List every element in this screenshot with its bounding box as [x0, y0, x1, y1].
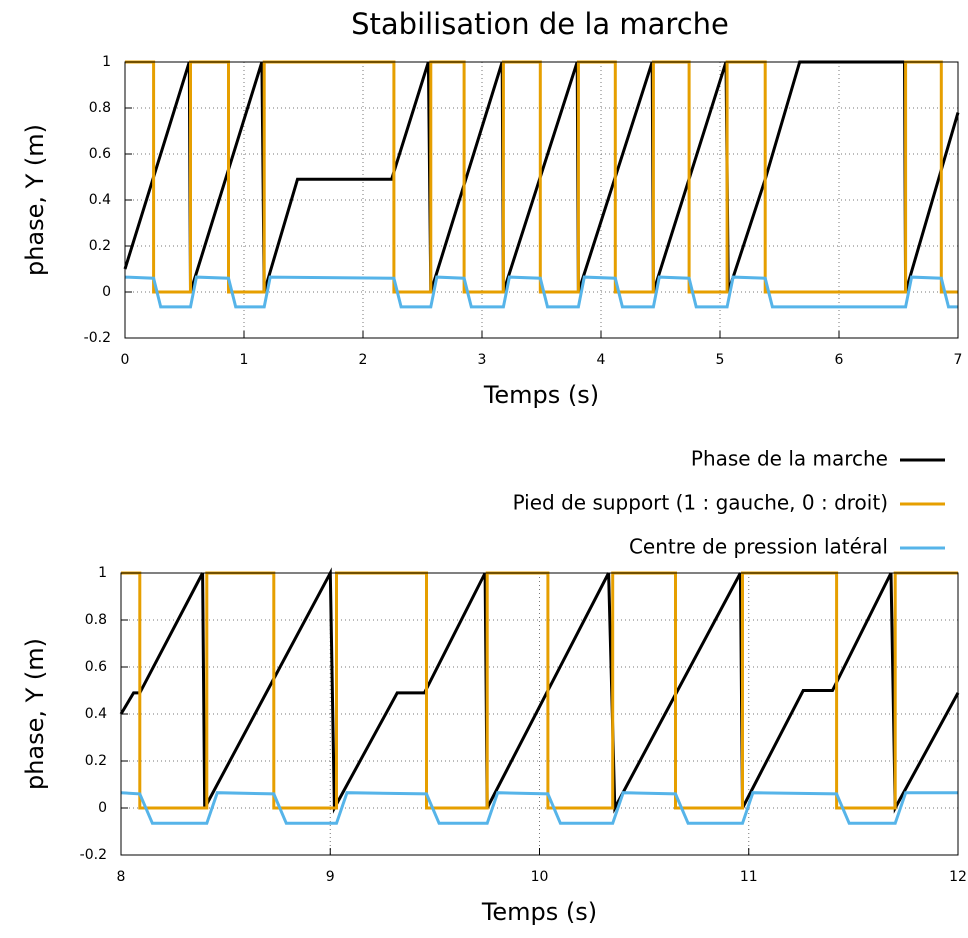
series-line [119, 567, 960, 814]
chart-title: Stabilisation de la marche [351, 7, 729, 41]
y-tick-label: 0.6 [89, 146, 111, 162]
y-tick-label: 0.2 [85, 753, 107, 769]
x-tick-label: 2 [359, 352, 368, 368]
series-line [124, 275, 958, 309]
x-tick-label: 10 [531, 869, 549, 885]
x-tick-label: 4 [597, 352, 606, 368]
series-line [120, 791, 958, 825]
y-tick-label: 0.6 [85, 659, 107, 675]
x-tick-label: 11 [740, 869, 758, 885]
x-axis-title: Temps (s) [483, 381, 599, 409]
x-axis-title: Temps (s) [481, 898, 597, 926]
x-tick-label: 0 [121, 352, 130, 368]
x-tick-label: 8 [117, 869, 126, 885]
x-tick-label: 12 [949, 869, 967, 885]
legend-label: Pied de support (1 : gauche, 0 : droit) [513, 491, 888, 515]
y-tick-label: 0.2 [89, 238, 111, 254]
y-axis-title: phase, Y (m) [21, 638, 49, 790]
plot-frame [120, 572, 959, 856]
x-tick-label: 7 [954, 352, 963, 368]
y-tick-label: 0 [102, 284, 111, 300]
x-tick-label: 6 [835, 352, 844, 368]
plot-frame [124, 61, 959, 339]
y-tick-label: -0.2 [80, 847, 107, 863]
y-tick-label: 0.4 [89, 192, 111, 208]
y-tick-label: 0.4 [85, 706, 107, 722]
y-tick-label: 1 [98, 565, 107, 581]
x-tick-label: 1 [240, 352, 249, 368]
y-tick-label: 0 [98, 800, 107, 816]
x-tick-label: 3 [478, 352, 487, 368]
x-tick-label: 9 [326, 869, 335, 885]
legend-label: Phase de la marche [691, 447, 888, 471]
y-tick-label: 0.8 [89, 100, 111, 116]
y-axis-title: phase, Y (m) [21, 124, 49, 276]
series-line [125, 60, 958, 294]
legend-label: Centre de pression latéral [629, 535, 888, 559]
y-tick-label: 0.8 [85, 612, 107, 628]
x-tick-label: 5 [716, 352, 725, 368]
y-tick-label: 1 [102, 54, 111, 70]
y-tick-label: -0.2 [84, 330, 111, 346]
